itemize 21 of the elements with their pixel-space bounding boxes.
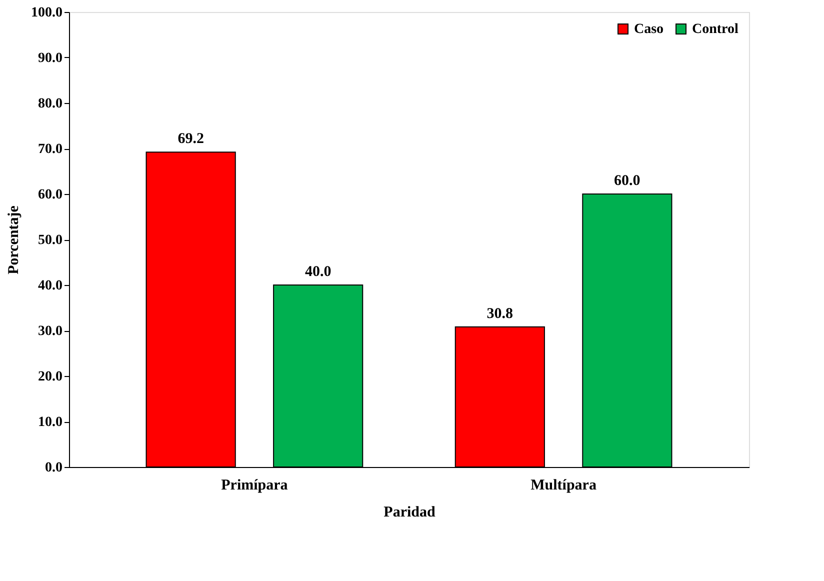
x-axis-title: Paridad bbox=[384, 504, 436, 520]
y-tick-label: 40.0 bbox=[38, 278, 62, 294]
y-tick-label: 60.0 bbox=[38, 188, 62, 202]
y-tick-label: 10.0 bbox=[38, 415, 62, 430]
legend-label: Caso bbox=[634, 22, 664, 37]
data-label: 60.0 bbox=[614, 173, 640, 189]
y-axis-title: Porcentaje bbox=[6, 205, 22, 274]
data-label: 40.0 bbox=[304, 264, 332, 280]
x-tick-label: Multípara bbox=[530, 478, 597, 494]
x-tick-label: Primípara bbox=[221, 478, 288, 494]
data-label: 69.2 bbox=[178, 131, 204, 148]
y-tick-label: 50.0 bbox=[38, 233, 62, 248]
y-tick-label: 70.0 bbox=[38, 142, 62, 157]
legend-label: Control bbox=[692, 22, 739, 37]
y-tick-label: 30.0 bbox=[38, 324, 62, 339]
y-tick-label: 80.0 bbox=[38, 96, 62, 112]
y-tick-label: 20.0 bbox=[38, 370, 62, 384]
y-tick-label: 90.0 bbox=[38, 51, 62, 66]
y-tick-label: 100.0 bbox=[31, 6, 62, 20]
data-label: 30.8 bbox=[486, 306, 514, 322]
y-tick-label: 0.0 bbox=[45, 460, 62, 476]
